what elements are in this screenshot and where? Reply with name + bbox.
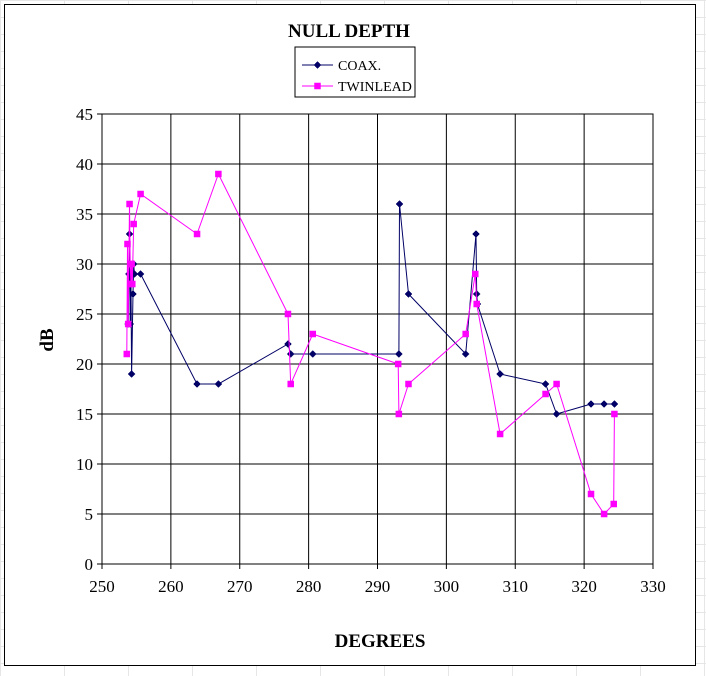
y-tick-label: 30 [76, 255, 93, 274]
data-point [124, 240, 131, 248]
data-point [128, 260, 135, 268]
data-point [611, 410, 618, 418]
data-point [610, 400, 619, 408]
data-point [472, 230, 480, 238]
x-tick-label: 250 [89, 577, 115, 596]
data-point [587, 490, 595, 498]
x-tick-label: 260 [158, 577, 184, 596]
x-tick-label: 300 [434, 577, 460, 596]
data-point [541, 380, 550, 388]
data-point [395, 200, 404, 208]
data-point [600, 400, 608, 408]
data-point [136, 270, 145, 278]
data-point [193, 230, 201, 238]
data-point [308, 350, 317, 358]
gridlines [101, 113, 654, 565]
data-point [284, 340, 292, 348]
data-point [394, 360, 402, 368]
data-point [462, 330, 469, 338]
data-point [193, 380, 201, 388]
legend-marker [314, 82, 321, 90]
y-axis-title: dB [37, 328, 58, 352]
data-point [214, 380, 223, 388]
y-tick-label: 20 [76, 355, 93, 374]
x-axis-title: DEGREES [335, 631, 426, 652]
data-point [472, 270, 479, 278]
legend-item: COAX. [302, 59, 381, 74]
series-line [126, 172, 615, 515]
data-point [215, 170, 222, 178]
y-tick-label: 40 [76, 155, 93, 174]
data-point [394, 350, 403, 358]
data-point [542, 390, 549, 398]
legend-marker [313, 61, 322, 69]
data-point [287, 380, 294, 388]
y-tick-label: 25 [76, 305, 93, 324]
data-point [461, 350, 470, 358]
x-tick-label: 270 [227, 577, 253, 596]
data-point [496, 370, 504, 378]
chart-title: NULL DEPTH [288, 21, 410, 42]
series-line [127, 203, 615, 415]
data-point [126, 200, 133, 208]
data-point [404, 290, 413, 298]
x-tick-label: 320 [571, 577, 597, 596]
y-tick-label: 5 [85, 505, 94, 524]
data-point [552, 410, 561, 418]
x-tick-label: 330 [640, 577, 666, 596]
tick-labels: 250 260 270 280 290 300 310 320 330 0 5 10 15 20 25 30 3… [76, 105, 666, 596]
null-depth-chart: 250 260 270 280 290 300 310 320 330 0 5 10 15 20 25 30 3… [37, 21, 666, 652]
y-tick-label: 35 [76, 205, 93, 224]
y-tick-label: 15 [76, 405, 93, 424]
axes [97, 113, 654, 569]
legend-label: COAX. [338, 59, 381, 74]
data-point [600, 510, 608, 518]
y-tick-label: 0 [85, 555, 94, 574]
data-point [124, 320, 132, 328]
data-point [129, 280, 136, 288]
x-tick-label: 280 [296, 577, 322, 596]
data-point [309, 330, 317, 338]
data-point [473, 300, 480, 308]
data-point [610, 500, 617, 508]
data-point [129, 290, 137, 298]
x-tick-label: 310 [503, 577, 529, 596]
data-point [127, 370, 136, 378]
data-point [553, 380, 560, 388]
data-point [395, 410, 403, 418]
series-layer [123, 170, 619, 518]
series-twinlead [123, 170, 618, 518]
data-point [123, 350, 131, 358]
data-point [496, 430, 504, 438]
y-tick-label: 10 [76, 455, 93, 474]
data-point [405, 380, 412, 388]
chart-area[interactable]: 250 260 270 280 290 300 310 320 330 0 5 10 15 20 25 30 3… [4, 4, 696, 666]
y-tick-label: 45 [76, 105, 93, 124]
data-point [284, 310, 292, 318]
data-point [286, 350, 295, 358]
legend-item: TWINLEAD [302, 80, 412, 95]
data-point [130, 220, 137, 228]
data-point [137, 190, 144, 198]
x-tick-label: 290 [365, 577, 391, 596]
data-point [587, 400, 595, 408]
legend[interactable]: COAX. TWINLEAD [294, 46, 416, 98]
legend-label: TWINLEAD [338, 80, 412, 95]
